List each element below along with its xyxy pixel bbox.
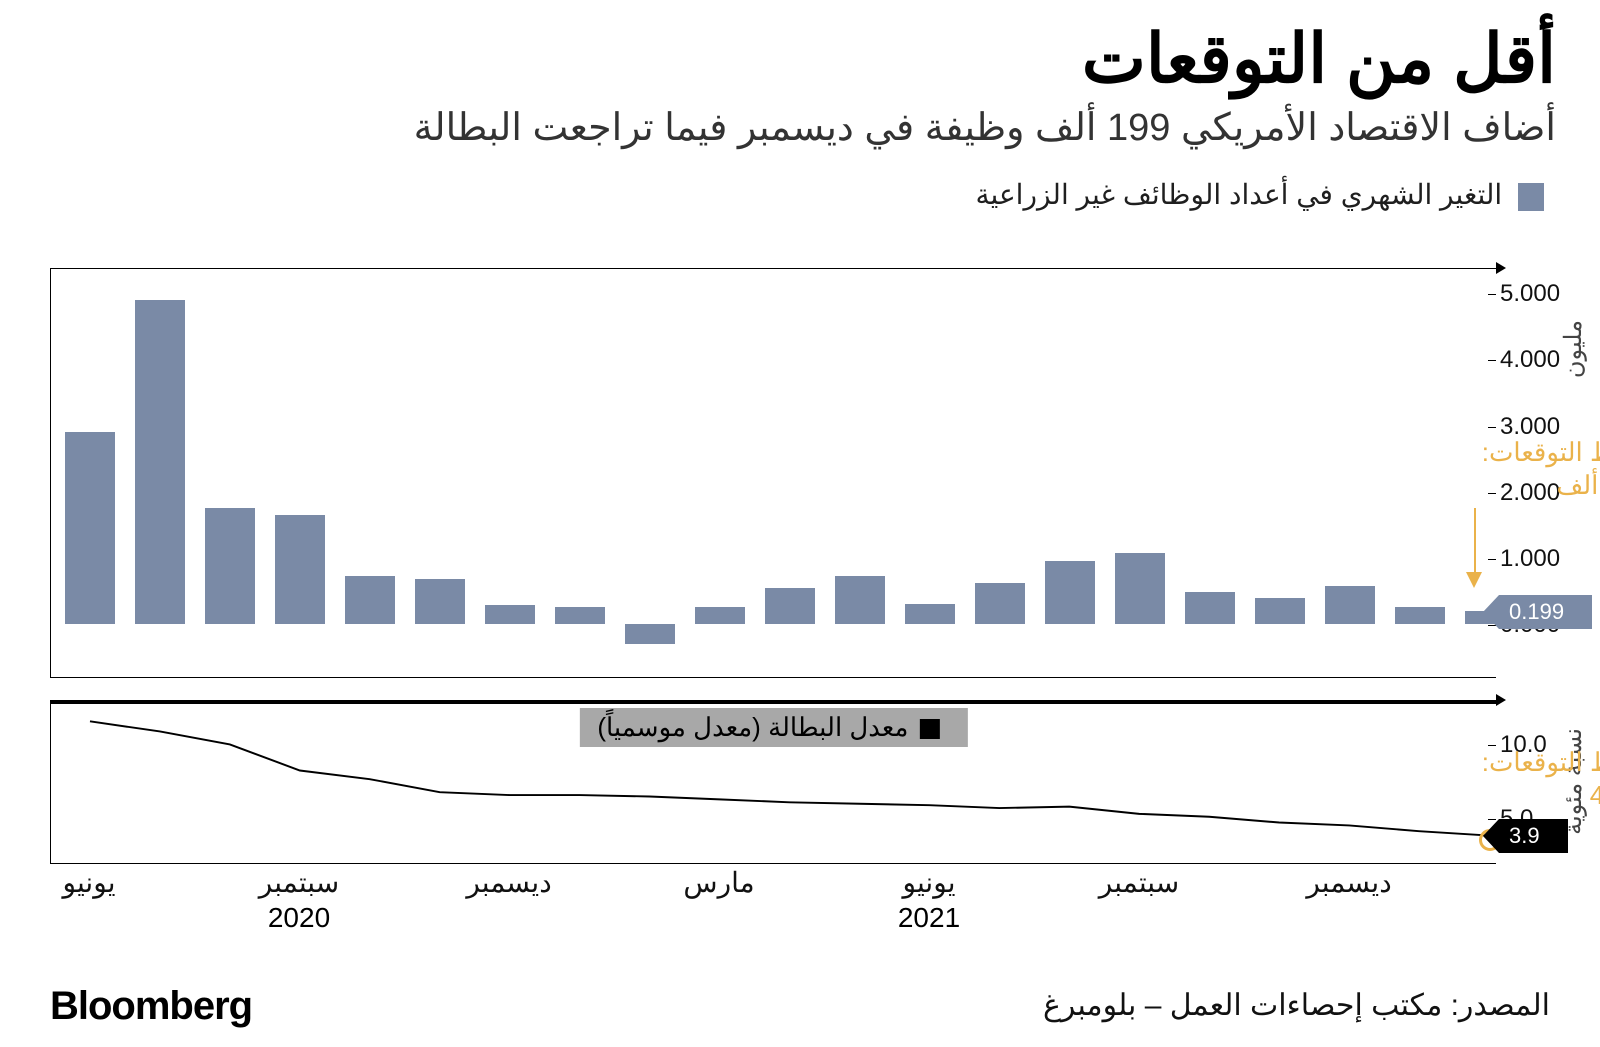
bar	[625, 624, 675, 644]
y-axis-label-top: مليون	[1560, 320, 1588, 378]
forecast-annotation-bottom: وسط التوقعات: 4.1%	[1439, 746, 1600, 811]
bar	[1115, 553, 1165, 624]
x-year-label: 2021	[898, 902, 960, 934]
x-tick-label: يونيو	[63, 866, 116, 899]
legend-top: التغير الشهري في أعداد الوظائف غير الزرا…	[0, 150, 1600, 217]
last-value-flag-bottom: 3.9	[1499, 819, 1568, 853]
bar	[205, 508, 255, 624]
bar-chart-area	[50, 268, 1496, 678]
last-value-top: 0.199	[1509, 599, 1564, 624]
bar	[415, 579, 465, 624]
axis-arrow-icon	[1496, 694, 1506, 706]
x-tick-label: يونيو	[903, 866, 956, 899]
x-year-label: 2020	[268, 902, 330, 934]
bar	[835, 576, 885, 624]
legend-top-label: التغير الشهري في أعداد الوظائف غير الزرا…	[976, 179, 1503, 210]
forecast-annotation-top: وسط التوقعات: 450 ألف	[1459, 436, 1600, 501]
chart-subtitle: أضاف الاقتصاد الأمريكي 199 ألف وظيفة في …	[44, 105, 1556, 150]
bar	[1395, 607, 1445, 624]
bar	[555, 607, 605, 624]
bar	[765, 588, 815, 624]
arrow-down-head-icon	[1466, 572, 1482, 588]
line-chart-area: معدل البطالة (معدل موسمياً)	[50, 700, 1496, 864]
axis-arrow-icon	[1496, 262, 1506, 274]
bar	[695, 607, 745, 624]
x-tick-label: مارس	[683, 866, 754, 899]
bar	[1045, 561, 1095, 624]
y-tick: 5.000	[1500, 280, 1580, 308]
chart-card: { "title": "أقل من التوقعات", "subtitle"…	[0, 0, 1600, 1047]
last-value-flag-top: 0.199	[1499, 595, 1592, 629]
forecast-bot-line1: وسط التوقعات:	[1439, 746, 1600, 779]
last-value-bottom: 3.9	[1509, 823, 1540, 848]
bar	[905, 604, 955, 625]
x-tick-label: سبتمبر	[1099, 866, 1179, 899]
bar	[1325, 586, 1375, 624]
forecast-bot-line2: 4.1%	[1439, 779, 1600, 812]
y-tick: 1.000	[1500, 545, 1580, 573]
x-tick-label: سبتمبر	[259, 866, 339, 899]
x-tick-label: ديسمبر	[466, 866, 551, 899]
bar	[485, 605, 535, 624]
arrow-down-icon	[1474, 508, 1476, 574]
bar	[345, 576, 395, 624]
bar	[1255, 598, 1305, 624]
bar	[65, 432, 115, 624]
bar	[275, 515, 325, 624]
x-tick-label: ديسمبر	[1306, 866, 1391, 899]
x-axis: يونيو سبتمبر ديسمبر مارس يونيو سبتمبر ديسمبر 20…	[50, 866, 1496, 946]
bar	[975, 583, 1025, 624]
forecast-top-line1: وسط التوقعات:	[1459, 436, 1600, 469]
chart-title: أقل من التوقعات	[44, 24, 1556, 95]
bar	[1185, 592, 1235, 624]
source-text: المصدر: مكتب إحصاءات العمل – بلومبرغ	[1043, 988, 1550, 1023]
forecast-top-line2: 450 ألف	[1459, 469, 1600, 502]
bar	[135, 300, 185, 624]
legend-top-swatch	[1518, 183, 1544, 211]
brand-logo: Bloomberg	[50, 984, 252, 1029]
